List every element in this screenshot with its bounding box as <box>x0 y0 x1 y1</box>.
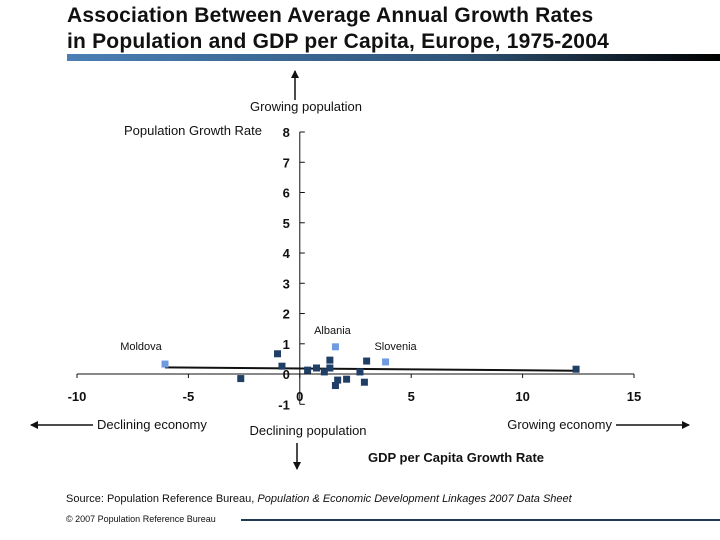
data-point <box>360 378 368 386</box>
x-tick-label: -5 <box>183 389 195 404</box>
title-line-2: in Population and GDP per Capita, Europe… <box>67 30 609 53</box>
data-point <box>356 368 364 376</box>
copyright: © 2007 Population Reference Bureau <box>66 514 216 524</box>
data-point <box>363 357 371 365</box>
data-point <box>274 350 282 358</box>
chart-title: Association Between Average Annual Growt… <box>67 3 609 55</box>
data-point <box>331 382 339 390</box>
data-point <box>331 343 339 351</box>
point-label: Albania <box>314 325 352 337</box>
title-line-1: Association Between Average Annual Growt… <box>67 4 594 27</box>
source-prefix: Source: Population Reference Bureau, <box>66 493 258 505</box>
source-note: Source: Population Reference Bureau, Pop… <box>66 493 572 505</box>
data-point <box>334 376 342 384</box>
y-tick-label: 3 <box>283 276 290 291</box>
data-point <box>343 375 351 383</box>
point-label: Slovenia <box>374 341 417 353</box>
y-tick-label: 4 <box>283 246 291 261</box>
annotation-growing-economy: Growing economy <box>507 417 612 432</box>
trend-line <box>164 366 577 372</box>
x-axis-label: GDP per Capita Growth Rate <box>368 450 544 465</box>
source-title: Population & Economic Development Linkag… <box>257 493 572 505</box>
title-underline-bar <box>67 54 720 61</box>
annotation-declining-population: Declining population <box>249 423 366 438</box>
y-tick-label: 5 <box>283 216 290 231</box>
annotation-growing-population: Growing population <box>250 99 362 114</box>
point-label: Moldova <box>120 341 162 353</box>
y-tick-label: 6 <box>283 186 290 201</box>
y-tick-label: 0 <box>283 367 290 382</box>
data-point <box>161 360 169 368</box>
data-point <box>326 356 334 364</box>
data-point <box>326 364 334 372</box>
y-tick-label: 8 <box>283 125 290 140</box>
y-tick-label: 1 <box>283 337 290 352</box>
data-point <box>382 358 390 366</box>
annotation-declining-economy: Declining economy <box>97 417 207 432</box>
y-tick-label: 2 <box>283 307 290 322</box>
y-tick-label: -1 <box>278 397 290 412</box>
data-point <box>304 366 312 374</box>
x-tick-label: 0 <box>296 389 303 404</box>
data-point <box>278 362 286 370</box>
x-tick-label: 10 <box>515 389 529 404</box>
y-tick-label: 7 <box>283 155 290 170</box>
y-axis-label: Population Growth Rate <box>124 123 262 138</box>
data-point <box>237 375 245 383</box>
data-point <box>320 368 328 376</box>
data-point <box>313 364 321 372</box>
x-tick-label: 5 <box>408 389 415 404</box>
data-point <box>572 365 580 373</box>
footer-rule <box>241 519 720 521</box>
x-tick-label: 15 <box>627 389 641 404</box>
x-tick-label: -10 <box>68 389 87 404</box>
